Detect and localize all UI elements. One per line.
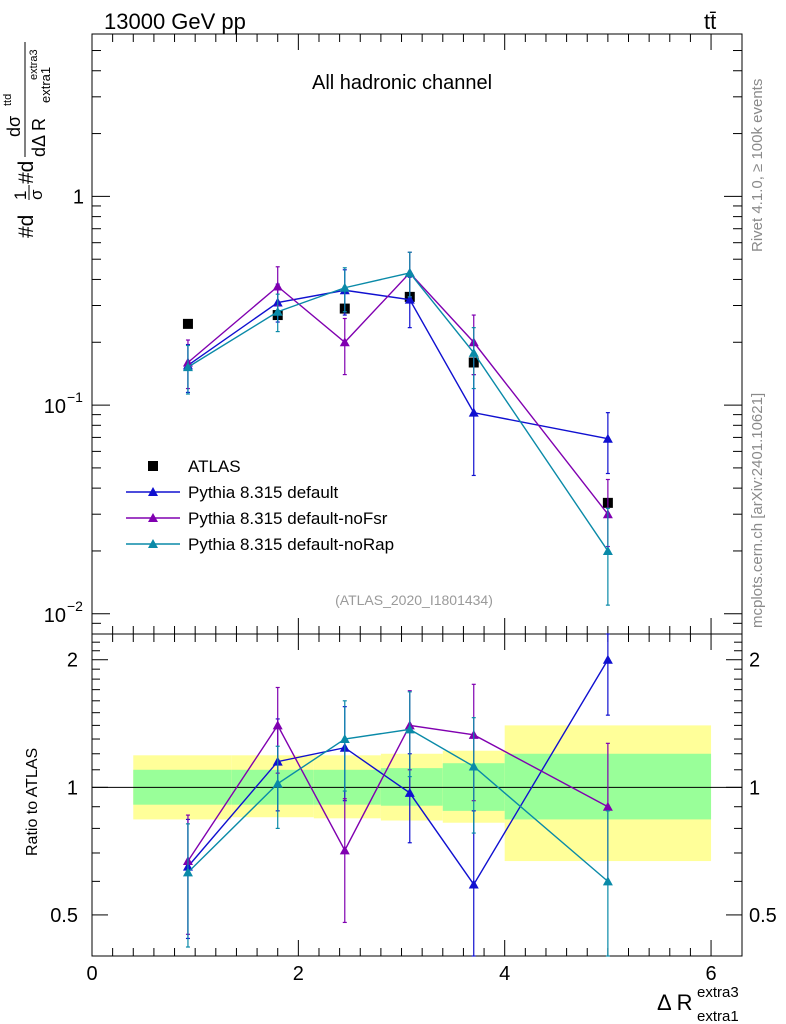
rivet-version-label: Rivet 4.1.0, ≥ 100k events <box>749 79 766 252</box>
legend-item-1: Pythia 8.315 default <box>126 483 339 502</box>
legend-label: Pythia 8.315 default-noRap <box>188 535 394 554</box>
chart-title: All hadronic channel <box>312 72 492 94</box>
ratio-y-tick-label: 0.5 <box>50 905 78 927</box>
series-line-top <box>187 272 609 552</box>
series-point-top <box>339 282 350 292</box>
series-point-top <box>272 281 283 291</box>
ratio-y-tick-label-right: 1 <box>749 777 760 799</box>
x-tick-label: 6 <box>705 963 716 985</box>
top-y-tick-label: 10 <box>44 605 66 627</box>
legend-item-0: ATLAS <box>148 457 241 476</box>
ratio-y-tick-label: 2 <box>67 650 78 672</box>
series-point-top <box>339 337 350 347</box>
top-y-tick-label: 10 <box>44 396 66 418</box>
series-point-top <box>404 267 415 277</box>
ylabel-num-sup: ttd <box>2 94 14 106</box>
ratio-panel-frame <box>91 633 743 957</box>
process-label: tt̄ <box>704 9 716 34</box>
source-label: mcplots.cern.ch [arXiv:2401.10621] <box>749 393 766 628</box>
series-point-ratio <box>468 879 479 889</box>
ratio-y-tick-label: 1 <box>67 777 78 799</box>
top-y-tick-exponent: −1 <box>67 389 83 405</box>
energy-label: 13000 GeV pp <box>104 9 246 34</box>
series-line-ratio <box>187 724 609 862</box>
ratio-y-tick-label-right: 0.5 <box>749 905 777 927</box>
ylabel-frac2-num: dσ <box>4 116 24 137</box>
atlas-point <box>182 318 193 329</box>
series-point-ratio <box>272 778 283 788</box>
series-point-ratio <box>404 724 415 734</box>
ylabel-frac2-den: dΔ R <box>29 118 49 157</box>
ratio-y-tick-label-right: 2 <box>749 650 760 672</box>
series-point-ratio <box>404 787 415 797</box>
series-point-ratio <box>602 801 613 811</box>
series-point-top <box>602 545 613 555</box>
top-y-tick-label: 1 <box>73 186 84 208</box>
ylabel-frac1-num: 1 <box>11 191 30 200</box>
series-point-ratio <box>602 654 613 664</box>
ylabel-den-sup: extra3 <box>28 49 40 80</box>
ratio-y-axis-label: Ratio to ATLAS <box>24 748 41 856</box>
series-point-top <box>468 407 479 417</box>
series-point-ratio <box>468 761 479 771</box>
legend-marker <box>148 487 158 496</box>
legend-marker <box>148 539 158 548</box>
series-point-ratio <box>339 734 350 744</box>
x-tick-label: 2 <box>293 963 304 985</box>
series-3 <box>182 251 613 957</box>
series-point-ratio <box>182 867 193 877</box>
legend-label: Pythia 8.315 default-noFsr <box>188 509 388 528</box>
series-point-ratio <box>602 876 613 886</box>
legend-label: Pythia 8.315 default <box>188 483 339 502</box>
series-line-ratio <box>187 728 609 882</box>
legend-marker <box>148 461 158 471</box>
top-y-axis-label: #d 1 σ #d dσ ttd dΔ R extra1 extra3 <box>2 42 53 238</box>
x-axis-label: Δ R extra3 extra1 <box>657 984 739 1024</box>
legend-item-3: Pythia 8.315 default-noRap <box>126 535 394 554</box>
series-point-top <box>182 362 193 372</box>
ylabel-frac1-den: σ <box>27 189 46 200</box>
series-point-top <box>404 294 415 304</box>
xlabel-sup: extra3 <box>697 984 739 1001</box>
x-tick-label: 4 <box>499 963 510 985</box>
legend-item-2: Pythia 8.315 default-noFsr <box>126 509 388 528</box>
xlabel-base: Δ R <box>657 990 692 1015</box>
series-line-top <box>187 289 609 440</box>
top-y-tick-exponent: −2 <box>67 598 83 614</box>
legend-label: ATLAS <box>188 457 241 476</box>
series-point-ratio <box>272 720 283 730</box>
series-point-top <box>272 306 283 316</box>
x-tick-label: 0 <box>86 963 97 985</box>
legend-marker <box>148 513 158 522</box>
ylabel-prefix: #d <box>15 215 38 238</box>
series-point-top <box>602 433 613 443</box>
ylabel-mid: #d <box>15 161 38 184</box>
series-point-ratio <box>339 845 350 855</box>
analysis-id: (ATLAS_2020_I1801434) <box>335 592 493 608</box>
series-line-ratio <box>187 659 609 886</box>
ylabel-den-sub: extra1 <box>38 67 53 103</box>
xlabel-sub: extra1 <box>697 1008 739 1024</box>
series-point-top <box>468 347 479 357</box>
series-line-top <box>187 271 609 515</box>
